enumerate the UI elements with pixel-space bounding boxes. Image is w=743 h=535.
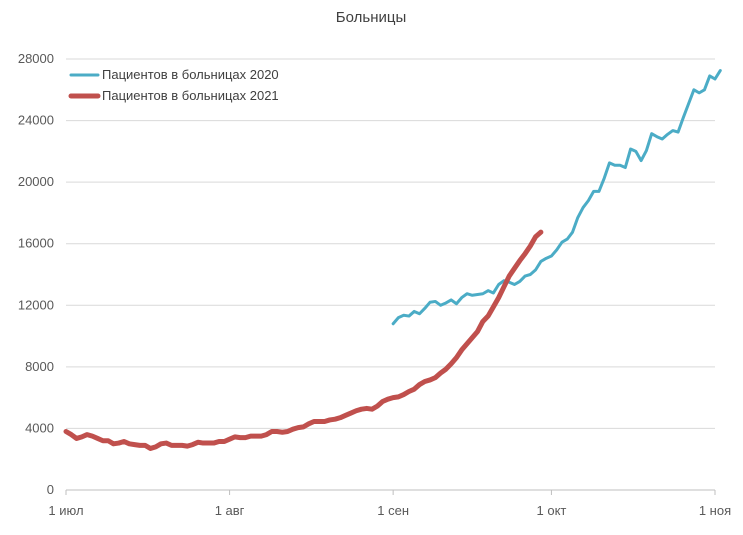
x-tick-label: 1 окт xyxy=(537,503,567,518)
x-tick-label: 1 авг xyxy=(215,503,245,518)
y-tick-label: 24000 xyxy=(18,113,54,128)
y-tick-label: 28000 xyxy=(18,51,54,66)
legend-label: Пациентов в больницах 2021 xyxy=(102,88,279,103)
y-tick-label: 8000 xyxy=(25,359,54,374)
legend: Пациентов в больницах 2020 Пациентов в бо… xyxy=(68,67,279,103)
x-tick-label: 1 сен xyxy=(377,503,409,518)
x-tick-label: 1 июл xyxy=(48,503,83,518)
chart-title: Больницы xyxy=(336,9,406,26)
x-tick-label: 1 ноя xyxy=(699,503,731,518)
legend-label: Пациентов в больницах 2020 xyxy=(102,67,279,82)
y-tick-label: 4000 xyxy=(25,420,54,435)
series-line-2020 xyxy=(391,69,722,326)
y-tick-label: 20000 xyxy=(18,174,54,189)
y-tick-label: 12000 xyxy=(18,297,54,312)
y-tick-label: 16000 xyxy=(18,236,54,251)
series-line-2021 xyxy=(63,229,544,451)
y-tick-label: 0 xyxy=(47,482,54,497)
